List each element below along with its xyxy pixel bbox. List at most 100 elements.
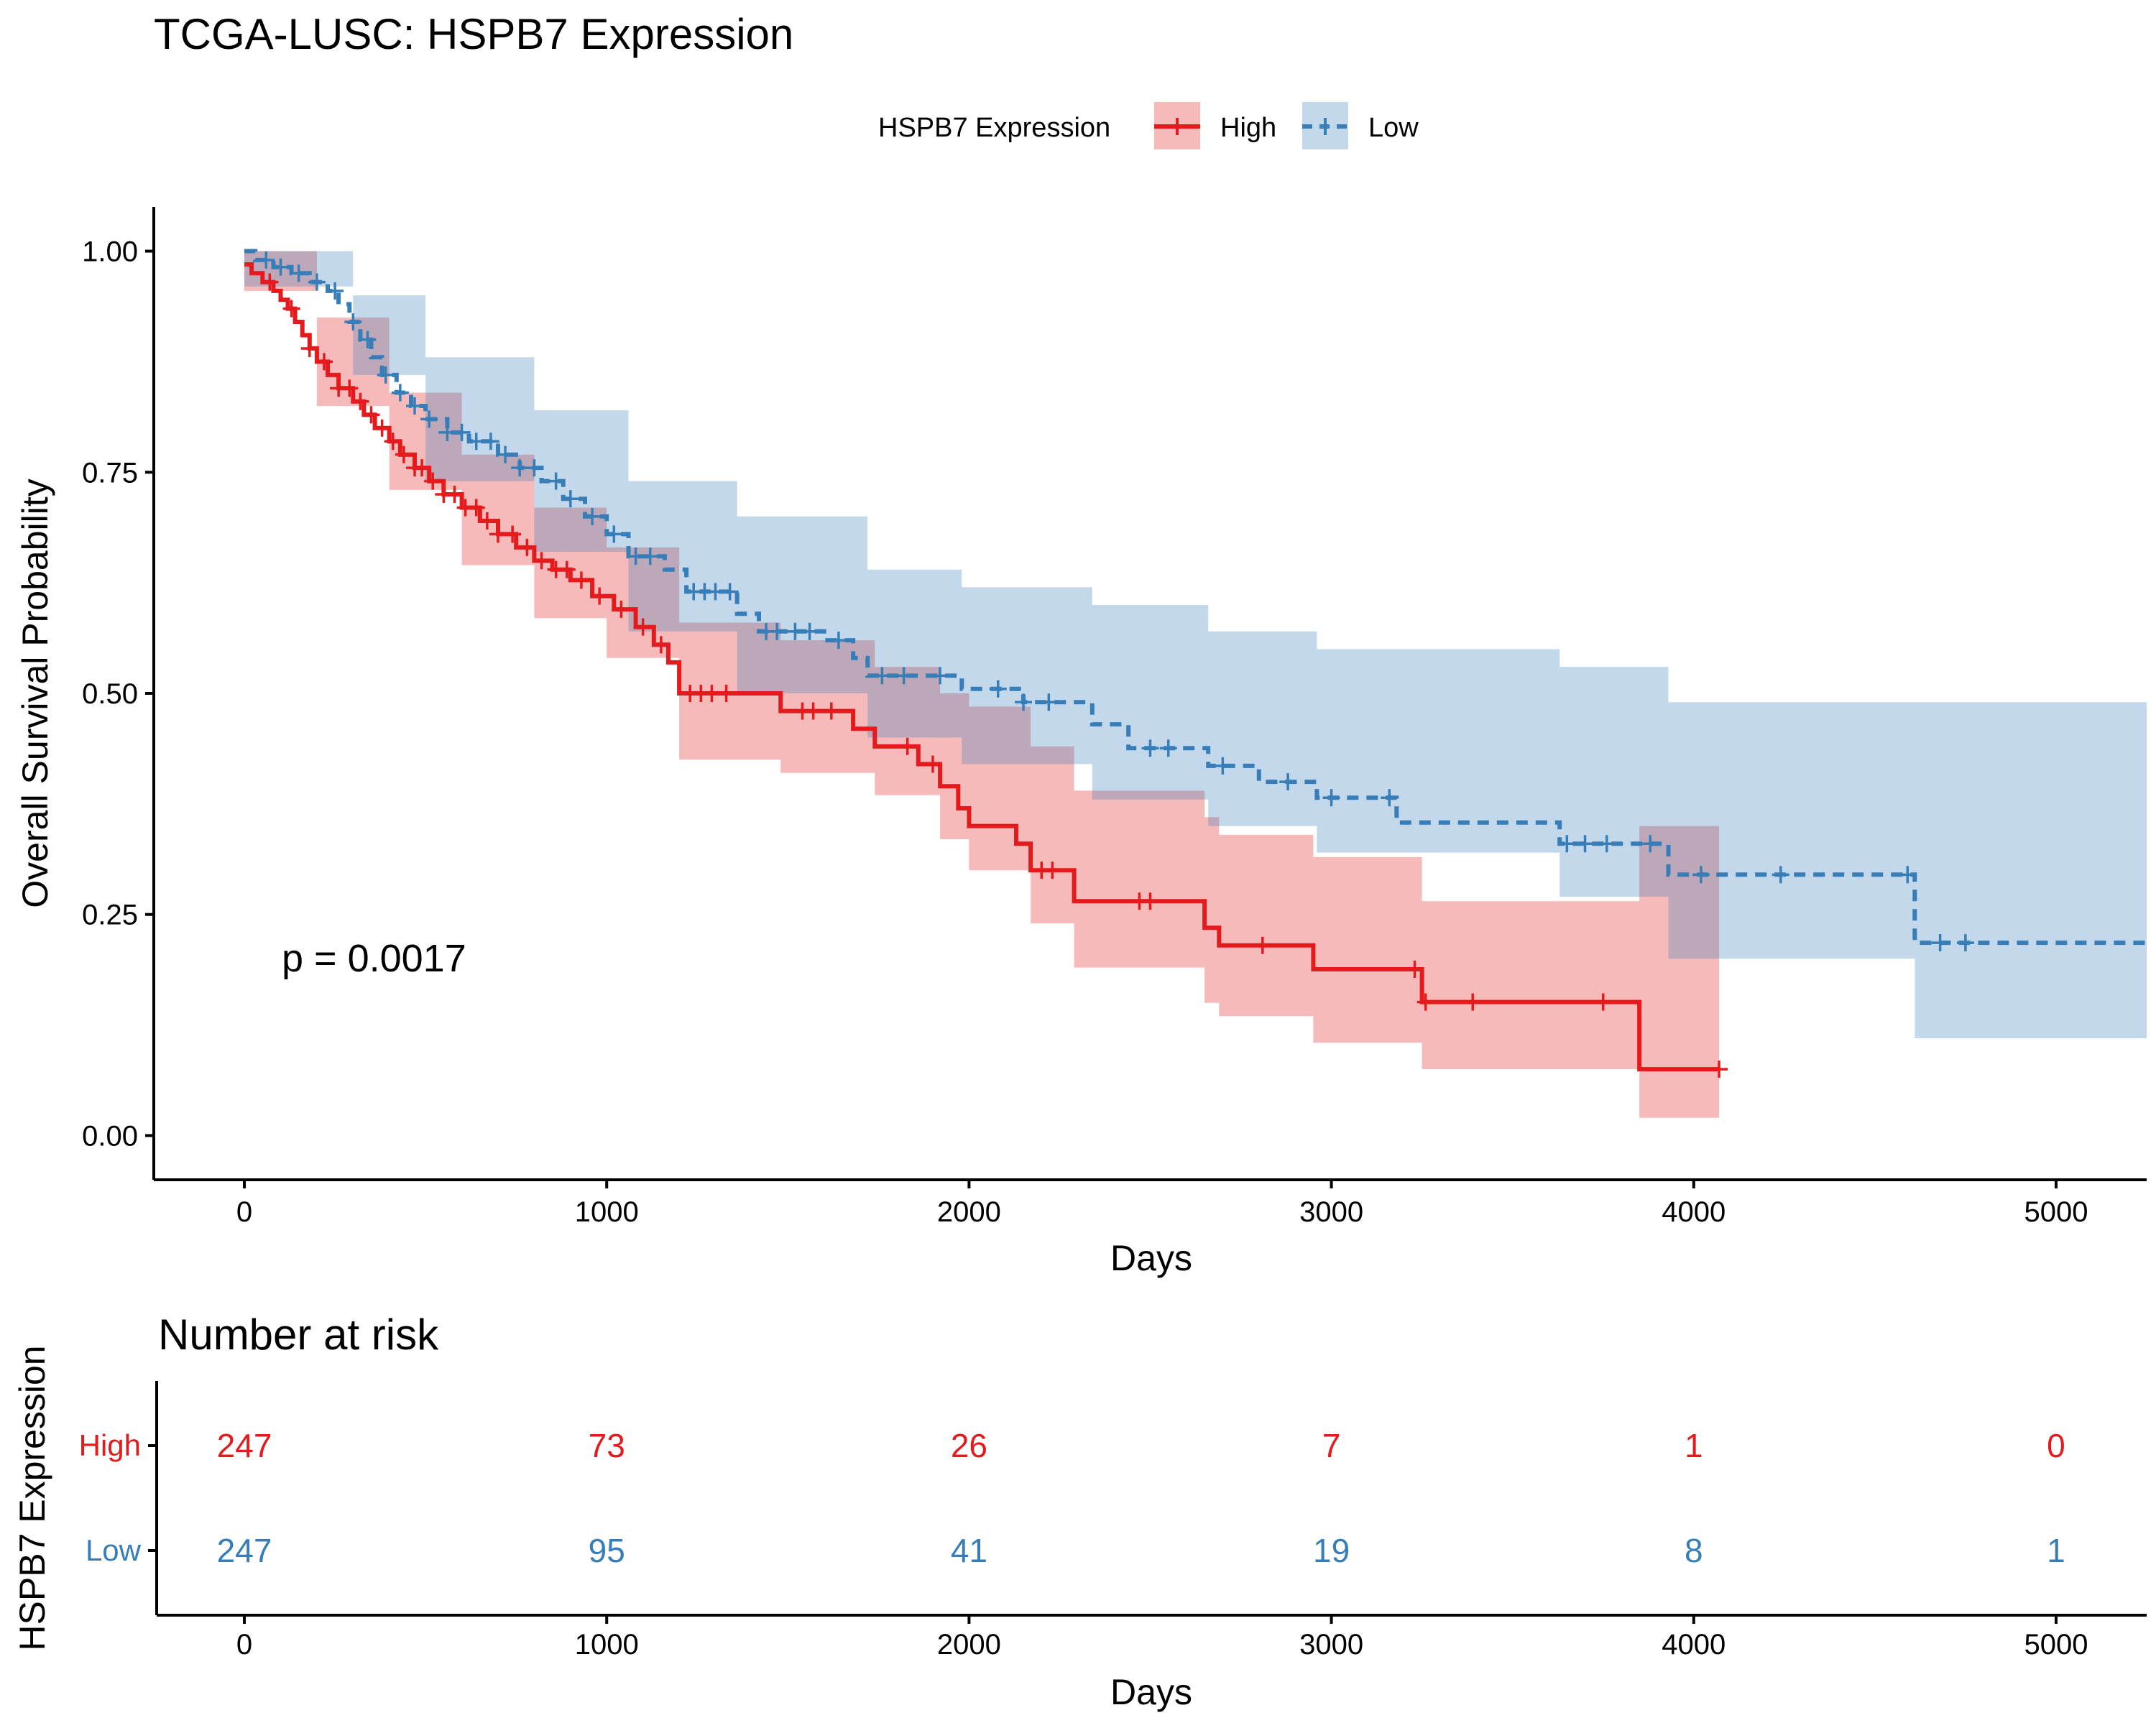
y-axis-title: Overall Survival Probability xyxy=(15,479,55,907)
censor-mark-low xyxy=(511,459,529,477)
censor-mark-low xyxy=(377,366,395,384)
risk-row-label-low: Low xyxy=(86,1533,142,1567)
y-tick-label: 0.75 xyxy=(82,457,138,489)
censor-mark-low xyxy=(1641,835,1659,853)
legend-item-low: Low xyxy=(1302,102,1419,149)
risk-row-label-high: High xyxy=(79,1428,141,1462)
risk-count-high: 7 xyxy=(1322,1427,1341,1464)
censor-mark-low xyxy=(1576,835,1594,853)
censor-mark-low xyxy=(344,313,362,331)
risk-count-high: 73 xyxy=(589,1427,625,1464)
y-tick-label: 0.50 xyxy=(82,678,138,710)
censor-mark-low xyxy=(931,667,949,685)
censor-mark-low xyxy=(1279,773,1297,791)
legend-item-high: High xyxy=(1154,102,1276,149)
risk-count-high: 26 xyxy=(951,1427,987,1464)
censor-mark-high xyxy=(1406,961,1424,979)
censor-mark-low xyxy=(1381,789,1399,807)
censor-mark-low xyxy=(873,667,891,685)
censor-mark-low xyxy=(1040,693,1058,711)
censor-mark-low xyxy=(895,667,913,685)
censor-mark-high xyxy=(612,601,630,619)
legend: HSPB7 Expression High Low xyxy=(878,102,1419,149)
censor-mark-low xyxy=(359,331,377,348)
censor-mark-high xyxy=(362,406,380,424)
risk-x-axis-ticks: 0 1000 2000 3000 4000 5000 xyxy=(236,1615,2088,1660)
censor-mark-low xyxy=(1322,789,1340,807)
risk-count-low: 8 xyxy=(1685,1532,1703,1569)
censor-mark-low xyxy=(605,525,623,543)
censor-mark-high xyxy=(282,300,300,318)
censor-mark-low xyxy=(547,472,565,490)
x-axis-title: Days xyxy=(1110,1238,1192,1278)
censor-mark-low xyxy=(525,459,543,477)
risk-count-low: 95 xyxy=(589,1532,625,1569)
censor-mark-low xyxy=(584,507,602,525)
risk-x-axis-title: Days xyxy=(1110,1672,1192,1712)
risk-count-low: 1 xyxy=(2047,1532,2065,1569)
censor-marks xyxy=(257,251,1974,1078)
risk-rows: High 247 73 26 7 1 0 Low 247 95 41 19 8 1 xyxy=(79,1427,2065,1569)
risk-count-high: 1 xyxy=(1685,1427,1703,1464)
censor-mark-low xyxy=(272,258,290,276)
censor-mark-low xyxy=(467,433,485,451)
censor-mark-high xyxy=(341,379,359,397)
y-tick-label: 0.00 xyxy=(82,1120,138,1152)
censor-mark-high xyxy=(1416,993,1434,1011)
censor-mark-high xyxy=(1044,861,1061,879)
censor-mark-low xyxy=(1598,835,1616,853)
censor-mark-high xyxy=(923,755,941,773)
censor-mark-high xyxy=(533,552,550,570)
censor-mark-low xyxy=(786,622,804,640)
censor-mark-high xyxy=(1253,936,1271,954)
censor-mark-low xyxy=(768,622,786,640)
censor-mark-high xyxy=(652,636,670,654)
risk-x-tick-label: 3000 xyxy=(1299,1629,1363,1660)
risk-count-low: 19 xyxy=(1313,1532,1350,1569)
censor-mark-high xyxy=(518,538,536,556)
x-tick-label: 4000 xyxy=(1662,1196,1726,1228)
risk-x-tick-label: 1000 xyxy=(575,1629,639,1660)
censor-mark-low xyxy=(1931,934,1949,952)
risk-x-tick-label: 0 xyxy=(236,1629,252,1660)
censor-mark-low xyxy=(989,680,1007,698)
censor-mark-low xyxy=(1692,866,1710,884)
x-tick-label: 3000 xyxy=(1299,1196,1363,1228)
risk-x-tick-label: 2000 xyxy=(937,1629,1001,1660)
ci-band-low xyxy=(244,251,2147,1039)
censor-mark-low xyxy=(257,251,275,269)
censor-mark-high xyxy=(373,419,391,437)
y-tick-label: 1.00 xyxy=(82,236,138,268)
censor-mark-high xyxy=(300,339,318,357)
risk-y-axis-title: HSPB7 Expression xyxy=(12,1345,52,1650)
censor-mark-low xyxy=(1558,835,1576,853)
survival-plot: 0.00 0.25 0.50 0.75 1.00 0 1000 2000 3000 4000 50… xyxy=(15,207,2147,1278)
confidence-bands xyxy=(244,251,2147,1118)
censor-mark-low xyxy=(1956,934,1974,952)
censor-mark-low xyxy=(801,622,819,640)
censor-mark-high xyxy=(703,685,721,702)
censor-mark-low xyxy=(1141,739,1159,757)
legend-title: HSPB7 Expression xyxy=(878,113,1110,143)
risk-count-high: 247 xyxy=(217,1427,272,1464)
censor-mark-low xyxy=(1899,866,1917,884)
censor-mark-high xyxy=(634,618,652,636)
censor-mark-low xyxy=(1772,866,1789,884)
censor-mark-high xyxy=(351,392,369,410)
censor-mark-high xyxy=(395,445,413,463)
censor-mark-high xyxy=(478,512,496,530)
x-tick-label: 1000 xyxy=(575,1196,639,1228)
censor-mark-low xyxy=(391,384,409,402)
censor-mark-high xyxy=(1594,993,1612,1011)
censor-mark-low xyxy=(1159,739,1177,757)
censor-mark-low xyxy=(641,547,659,565)
censor-mark-low xyxy=(326,282,344,300)
censor-mark-low xyxy=(308,273,326,291)
censor-mark-high xyxy=(424,472,442,490)
censor-mark-high xyxy=(822,702,840,720)
x-axis-ticks: 0 1000 2000 3000 4000 5000 xyxy=(236,1180,2088,1228)
censor-mark-low xyxy=(1015,693,1033,711)
y-tick-label: 0.25 xyxy=(82,900,138,931)
censor-mark-high xyxy=(591,587,609,605)
